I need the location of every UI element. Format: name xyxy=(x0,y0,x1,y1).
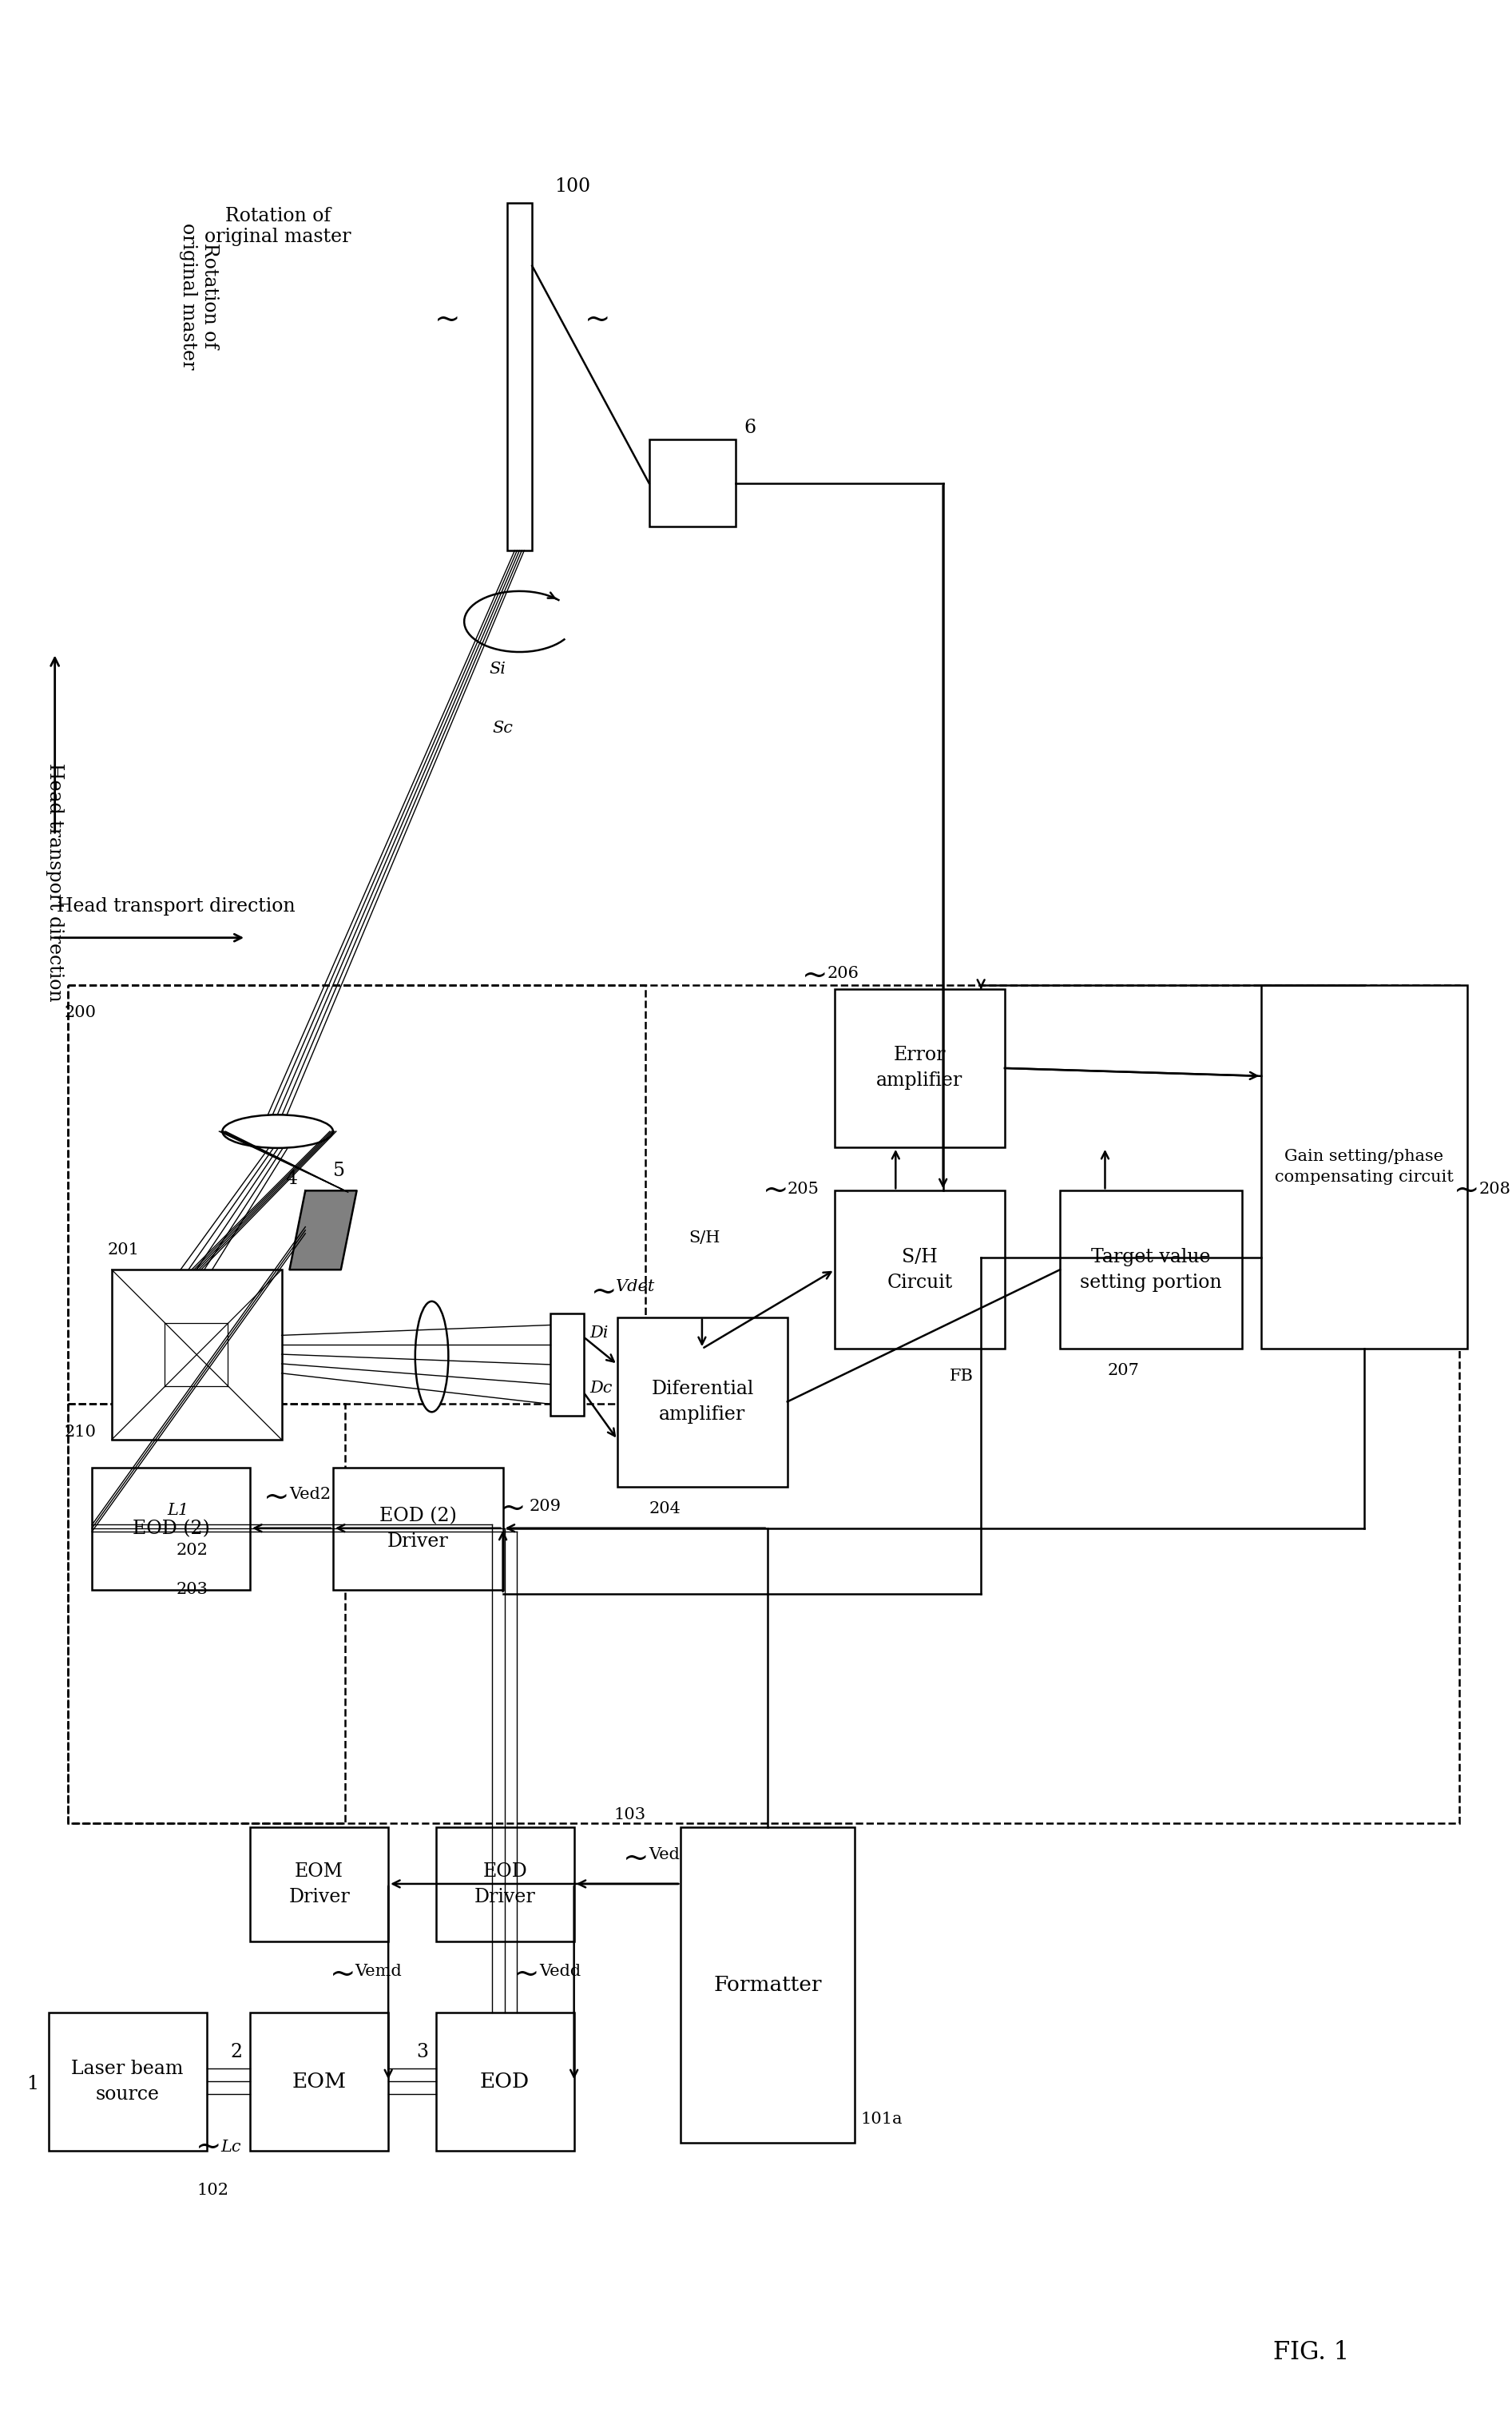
Text: Formatter: Formatter xyxy=(714,1976,821,1995)
Text: EOD
Driver: EOD Driver xyxy=(475,1862,535,1905)
Text: ~: ~ xyxy=(434,305,461,335)
Text: L1: L1 xyxy=(166,1503,189,1517)
Bar xyxy=(435,2012,575,2150)
Ellipse shape xyxy=(222,1115,333,1149)
Ellipse shape xyxy=(416,1302,449,1411)
Text: 6: 6 xyxy=(744,419,756,436)
Text: Ved2: Ved2 xyxy=(289,1486,331,1503)
Bar xyxy=(1060,1190,1241,1348)
Text: EOD (2)
Driver: EOD (2) Driver xyxy=(380,1508,457,1551)
Text: 103: 103 xyxy=(614,1808,646,1823)
Text: ~: ~ xyxy=(591,1277,617,1307)
Text: 3: 3 xyxy=(416,2043,428,2060)
Bar xyxy=(112,1270,281,1440)
Bar xyxy=(617,1316,788,1486)
Text: Vdet: Vdet xyxy=(615,1280,655,1294)
Text: 5: 5 xyxy=(333,1161,345,1180)
Text: ~: ~ xyxy=(330,1961,355,1990)
Text: 208: 208 xyxy=(1479,1180,1510,1197)
Text: Laser beam
source: Laser beam source xyxy=(71,2060,183,2104)
Text: ~: ~ xyxy=(197,2133,222,2162)
Text: 203: 203 xyxy=(177,1583,209,1597)
Bar xyxy=(68,984,1459,1823)
Text: ~: ~ xyxy=(762,1176,788,1205)
Text: Rotation of
original master: Rotation of original master xyxy=(178,223,218,368)
Text: FIG. 1: FIG. 1 xyxy=(1273,2339,1349,2366)
Text: 4: 4 xyxy=(286,1171,298,1188)
Text: 200: 200 xyxy=(65,1006,97,1021)
Bar xyxy=(68,984,646,1403)
Text: 205: 205 xyxy=(788,1180,820,1197)
Text: Head transport direction: Head transport direction xyxy=(56,897,295,916)
Text: 100: 100 xyxy=(555,177,590,196)
Text: 1: 1 xyxy=(26,2075,38,2092)
Bar xyxy=(550,1314,584,1416)
Text: ~: ~ xyxy=(1455,1176,1480,1205)
Text: Target value
setting portion: Target value setting portion xyxy=(1080,1248,1222,1292)
Text: ~: ~ xyxy=(263,1483,289,1513)
Text: 102: 102 xyxy=(197,2184,228,2199)
Text: ~: ~ xyxy=(623,1845,649,1874)
Text: 207: 207 xyxy=(1107,1362,1139,1379)
Bar xyxy=(507,204,532,550)
Text: 101a: 101a xyxy=(860,2111,903,2126)
Text: ~: ~ xyxy=(585,305,611,335)
Text: EOM
Driver: EOM Driver xyxy=(289,1862,349,1905)
Bar xyxy=(1261,984,1467,1348)
Text: EOM: EOM xyxy=(292,2073,346,2092)
Bar xyxy=(48,2012,207,2150)
Polygon shape xyxy=(289,1190,357,1270)
Text: Lc: Lc xyxy=(221,2140,242,2155)
Bar xyxy=(435,1828,575,1942)
Text: Dc: Dc xyxy=(590,1382,612,1396)
Text: Si: Si xyxy=(490,662,507,676)
Text: Vedd: Vedd xyxy=(540,1963,581,1978)
Text: Ved: Ved xyxy=(649,1847,680,1862)
Text: ~: ~ xyxy=(514,1961,540,1990)
Bar xyxy=(649,439,736,526)
Text: Head transport direction: Head transport direction xyxy=(45,764,64,1001)
Text: ~: ~ xyxy=(500,1493,526,1522)
Text: EOD: EOD xyxy=(479,2073,529,2092)
Text: S/H
Circuit: S/H Circuit xyxy=(888,1248,953,1292)
Text: Di: Di xyxy=(590,1326,608,1340)
Text: Rotation of
original master: Rotation of original master xyxy=(204,206,351,247)
Text: FB: FB xyxy=(950,1370,974,1384)
Text: Sc: Sc xyxy=(493,720,514,737)
Text: 206: 206 xyxy=(827,965,859,982)
Text: S/H: S/H xyxy=(688,1231,720,1246)
Text: EOD (2): EOD (2) xyxy=(133,1520,210,1537)
Text: Error
amplifier: Error amplifier xyxy=(877,1047,963,1091)
Text: ~: ~ xyxy=(801,960,829,991)
Bar xyxy=(92,1467,249,1590)
Bar xyxy=(835,989,1004,1147)
Text: 2: 2 xyxy=(230,2043,242,2060)
Bar xyxy=(249,1828,389,1942)
Bar xyxy=(333,1467,503,1590)
Text: Diferential
amplifier: Diferential amplifier xyxy=(652,1379,753,1423)
Text: 201: 201 xyxy=(107,1244,139,1258)
Text: 204: 204 xyxy=(649,1500,680,1517)
Text: Gain setting/phase
compensating circuit: Gain setting/phase compensating circuit xyxy=(1275,1149,1453,1185)
Bar xyxy=(68,1403,345,1823)
Bar xyxy=(249,2012,389,2150)
Text: 202: 202 xyxy=(177,1542,209,1559)
Text: 209: 209 xyxy=(529,1498,561,1513)
Bar xyxy=(835,1190,1004,1348)
Text: Vemd: Vemd xyxy=(355,1963,402,1978)
Text: 210: 210 xyxy=(65,1425,97,1440)
Bar xyxy=(680,1828,854,2143)
